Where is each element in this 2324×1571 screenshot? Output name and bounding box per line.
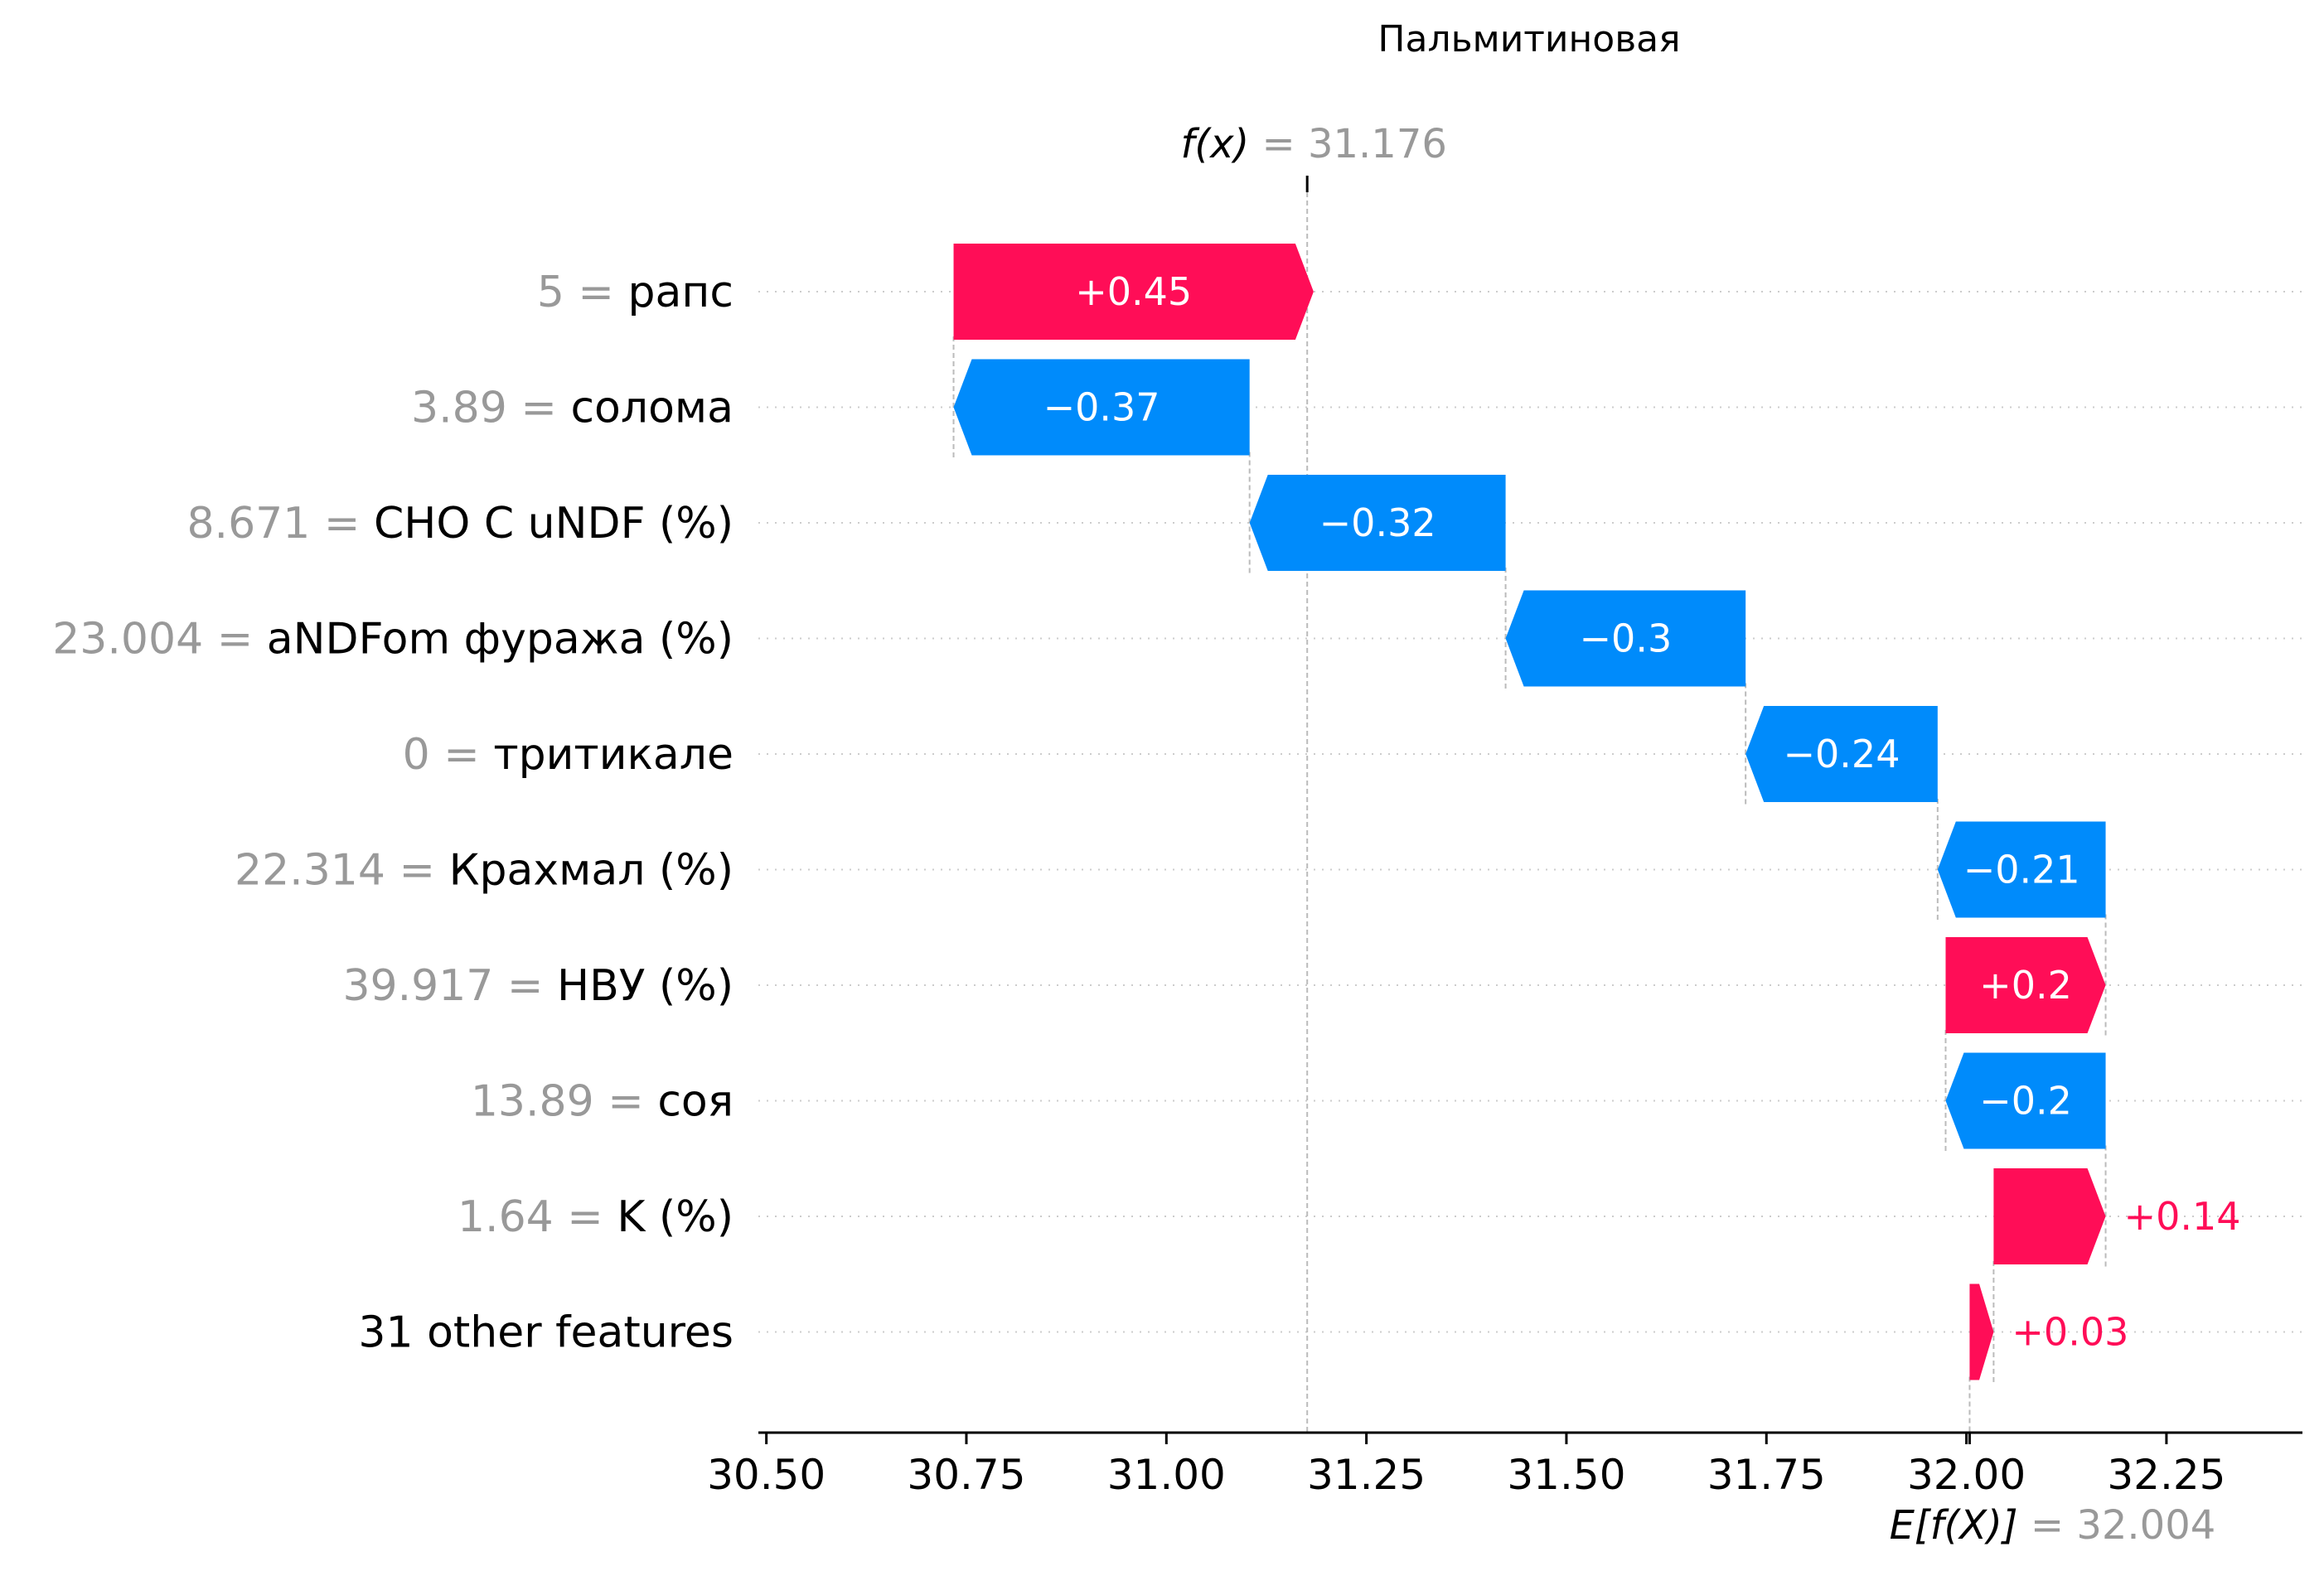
x-tick-label: 32.00 — [1907, 1451, 2026, 1499]
feature-label: 1.64 = K (%) — [458, 1192, 734, 1242]
x-tick-label: 30.75 — [907, 1451, 1025, 1499]
feature-labels: 5 = рапс 3.89 = солома 8.671 = CHO C uNDF … — [52, 268, 734, 1358]
bar-value-label: +0.03 — [2012, 1310, 2128, 1355]
bar-negative — [1937, 821, 2106, 918]
x-tick-label: 30.50 — [707, 1451, 826, 1499]
bar-value-label: −0.2 — [1979, 1079, 2072, 1124]
fx-label: f(x) — [1180, 121, 1261, 167]
feature-label: 22.314 = Крахмал (%) — [235, 846, 734, 896]
bars: +0.45 −0.37 −0.32 −0.3 −0.24 −0.21 +0.2 −0.2 +0.… — [953, 244, 2241, 1380]
feature-name: K (%) — [617, 1192, 734, 1242]
feature-value: 39.917 = — [342, 961, 557, 1011]
feature-label: 5 = рапс — [537, 268, 734, 317]
feature-label: 31 other features — [358, 1308, 734, 1358]
feature-value: 13.89 = — [471, 1077, 658, 1127]
bar-value-label: −0.24 — [1784, 732, 1900, 776]
feature-name: 31 other features — [358, 1308, 734, 1358]
bar-value-label: −0.3 — [1580, 616, 1673, 661]
value-annotations: f(x) = 31.176 E[f(X)] = 32.004 — [1180, 121, 2215, 1549]
bar-negative — [1249, 475, 1506, 571]
feature-label: 23.004 = aNDFom фуража (%) — [52, 615, 734, 665]
feature-name: солома — [570, 384, 734, 433]
feature-name: НВУ (%) — [557, 961, 734, 1011]
feature-value: 0 = — [403, 730, 494, 780]
feature-value: 22.314 = — [235, 846, 449, 896]
efx-value: = 32.004 — [2031, 1502, 2215, 1549]
bar-negative — [1945, 1052, 2106, 1149]
x-tick-label: 32.25 — [2107, 1451, 2225, 1499]
feature-name: рапс — [628, 268, 734, 317]
fx-value: = 31.176 — [1261, 121, 1446, 167]
bar-value-label: −0.32 — [1319, 500, 1436, 545]
efx-label: E[f(X)] — [1890, 1502, 2031, 1549]
x-axis: 30.50 30.75 31.00 31.25 31.50 31.75 32.00 32.25 — [707, 1431, 2302, 1499]
feature-value: 1.64 = — [458, 1192, 617, 1242]
feature-value: 3.89 = — [411, 384, 570, 433]
feature-name: CHO C uNDF (%) — [374, 499, 734, 549]
bar-value-label: −0.37 — [1043, 385, 1160, 430]
bar-positive — [1993, 1168, 2106, 1264]
x-tick-label: 31.25 — [1307, 1451, 1426, 1499]
feature-label: 0 = тритикале — [403, 730, 734, 780]
bar-positive — [1969, 1283, 1994, 1380]
bar-value-label: +0.2 — [1979, 963, 2072, 1008]
feature-label: 3.89 = солома — [411, 384, 734, 433]
x-tick-label: 31.00 — [1107, 1451, 1226, 1499]
feature-value: 5 = — [537, 268, 628, 317]
bar-value-label: +0.14 — [2124, 1194, 2241, 1239]
feature-label: 13.89 = соя — [471, 1077, 734, 1127]
feature-name: Крахмал (%) — [449, 846, 734, 896]
efx-annotation: E[f(X)] = 32.004 — [1890, 1502, 2216, 1549]
feature-value: 23.004 = — [52, 615, 267, 665]
feature-value: 8.671 = — [186, 499, 374, 549]
feature-name: тритикале — [493, 730, 734, 780]
bar-value-label: −0.21 — [1963, 848, 2080, 892]
feature-label: 8.671 = CHO C uNDF (%) — [186, 499, 734, 549]
bar-positive — [1945, 937, 2106, 1033]
connector-lines — [952, 176, 2107, 1433]
feature-label: 39.917 = НВУ (%) — [342, 961, 734, 1011]
x-tick-label: 31.50 — [1507, 1451, 1625, 1499]
chart-title: Пальмитиновая — [1377, 18, 1680, 60]
fx-annotation: f(x) = 31.176 — [1180, 121, 1446, 167]
bar-positive — [953, 244, 1314, 340]
bar-value-label: +0.45 — [1075, 269, 1192, 314]
bar-negative — [1505, 590, 1746, 687]
feature-name: соя — [657, 1077, 734, 1127]
bar-negative — [953, 359, 1250, 456]
feature-name: aNDFom фуража (%) — [267, 615, 734, 665]
x-tick-label: 31.75 — [1707, 1451, 1826, 1499]
bar-negative — [1745, 706, 1938, 802]
